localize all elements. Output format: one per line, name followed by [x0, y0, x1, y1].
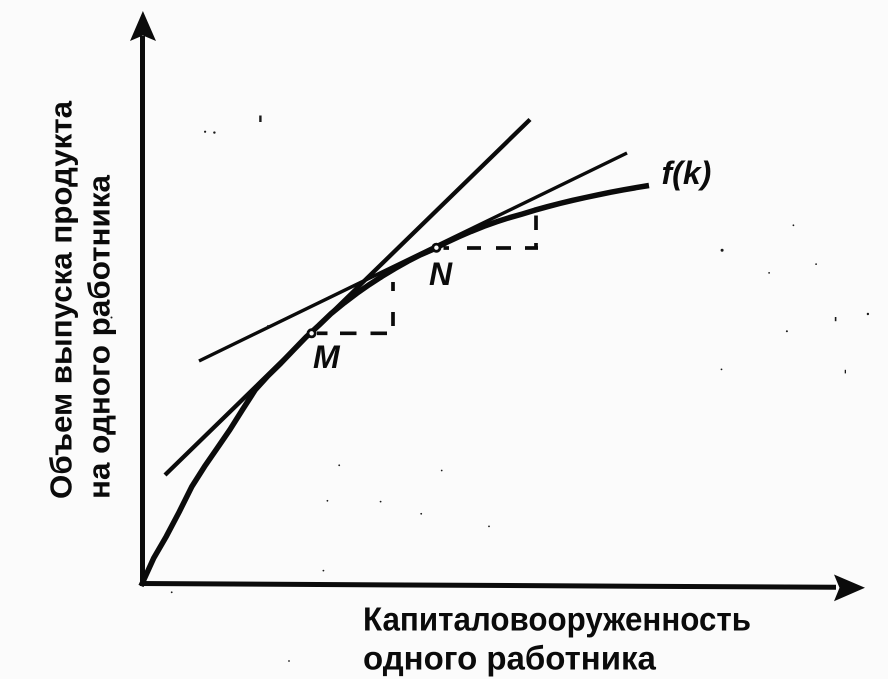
svg-text:на одного работника: на одного работника	[82, 174, 117, 499]
svg-text:Капиталовооруженность: Капиталовооруженность	[363, 601, 751, 638]
svg-text:Объем выпуска продукта: Объем выпуска продукта	[44, 100, 79, 499]
svg-text:M: M	[313, 339, 341, 375]
svg-text:f(k): f(k)	[662, 155, 712, 191]
svg-text:N: N	[429, 256, 453, 292]
svg-text:одного работника: одного работника	[363, 640, 657, 677]
